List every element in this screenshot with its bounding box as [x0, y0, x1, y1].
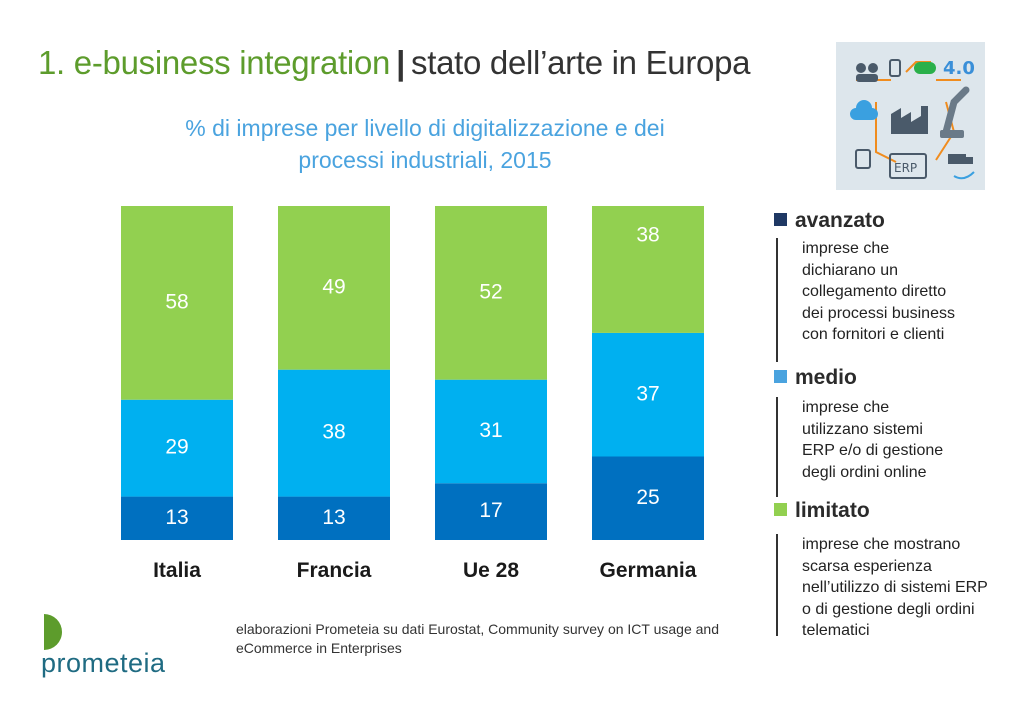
data-label-italia-avanzato: 13	[165, 506, 188, 529]
legend-label-medio: medio	[795, 366, 857, 389]
legend-label-avanzato: avanzato	[795, 209, 885, 232]
source-note: elaborazioni Prometeia su dati Eurostat,…	[236, 621, 719, 656]
legend-desc-line: dichiarano un	[802, 261, 899, 279]
legend-desc-line: imprese che mostrano	[802, 536, 961, 553]
legend-desc-line: degli ordini online	[802, 463, 927, 481]
bar-ue-28-avanzato	[435, 483, 547, 540]
erp-monitor-icon	[889, 153, 927, 179]
data-label-germania-limitato: 38	[636, 224, 659, 247]
bar-ue-28-medio	[435, 379, 547, 484]
bar-italia-limitato	[121, 206, 233, 400]
data-label-francia-avanzato: 13	[322, 506, 345, 529]
label-4-0: 4.0	[943, 58, 975, 79]
data-label-ue-28-limitato: 52	[479, 280, 502, 303]
category-label-germania: Germania	[600, 559, 697, 582]
legend-desc-avanzato: imprese che dichiarano un collegamento d…	[776, 238, 955, 362]
robot-arm-icon	[942, 86, 970, 136]
legend-item-limitato: limitato	[774, 499, 870, 523]
legend-desc-line: utilizzano sistemi	[802, 420, 923, 438]
data-label-germania-medio: 37	[636, 382, 659, 405]
bar-ue-28-limitato	[435, 206, 547, 380]
bar-italia-avanzato	[121, 496, 233, 540]
phone-icon	[889, 59, 901, 77]
legend-desc-line: nell’utilizzo di sistemi ERP	[802, 579, 988, 596]
legend-desc-line: o di gestione degli ordini	[802, 600, 975, 618]
legend-swatch-medio	[774, 370, 787, 383]
legend-desc-line: ERP e/o di gestione	[802, 442, 944, 459]
data-label-italia-medio: 29	[165, 436, 188, 459]
legend-item-avanzato: avanzato	[774, 209, 885, 233]
data-label-ue-28-medio: 31	[479, 419, 502, 442]
legend-swatch-avanzato	[774, 213, 787, 226]
prometeia-logo-icon	[44, 614, 62, 650]
legend-desc-limitato: imprese che mostrano scarsa esperienza n…	[776, 534, 988, 639]
bar-germania-medio	[592, 332, 704, 457]
data-label-germania-avanzato: 25	[636, 486, 659, 509]
bar-francia-avanzato	[278, 496, 390, 540]
prometeia-logo: prometeia	[41, 648, 166, 678]
industry-4-0-illustration: 4.0 ERP	[836, 42, 985, 190]
cloud-icon	[850, 100, 878, 120]
bar-italia-medio	[121, 399, 233, 497]
title-separator: |	[396, 44, 405, 81]
factory-icon	[891, 106, 928, 134]
legend-desc-medio: imprese che utilizzano sistemi ERP e/o d…	[776, 397, 943, 497]
bar-francia-medio	[278, 369, 390, 497]
category-label-francia: Francia	[297, 559, 372, 582]
tablet-icon	[855, 149, 871, 169]
chart-subtitle: % di imprese per livello di digitalizzaz…	[185, 115, 665, 173]
toggle-icon	[914, 62, 936, 74]
legend-desc-line: scarsa esperienza	[802, 557, 932, 575]
legend-item-medio: medio	[774, 366, 857, 390]
legend-desc-line: con fornitori e clienti	[802, 326, 945, 343]
data-label-francia-medio: 38	[322, 421, 345, 444]
truck-icon	[948, 154, 966, 164]
legend-swatch-limitato	[774, 503, 787, 516]
page-title: 1. e-business integration | stato dell’art…	[38, 44, 751, 82]
data-label-francia-limitato: 49	[322, 275, 345, 298]
legend-desc-line: telematici	[802, 622, 870, 639]
legend-desc-line: imprese che	[802, 399, 890, 416]
title-rest: stato dell’arte in Europa	[411, 44, 751, 81]
legend-label-limitato: limitato	[795, 499, 870, 522]
title-main: 1. e-business integration	[38, 44, 391, 81]
legend-desc-line: dei processi business	[802, 304, 955, 322]
bar-germania-limitato	[592, 206, 704, 333]
data-label-italia-limitato: 58	[165, 290, 188, 313]
bar-germania-avanzato	[592, 456, 704, 540]
people-icon	[856, 63, 866, 73]
category-label-italia: Italia	[153, 559, 201, 582]
legend-desc-line: imprese che	[802, 240, 890, 257]
legend-desc-line: collegamento diretto	[802, 283, 947, 300]
data-label-ue-28-avanzato: 17	[479, 499, 502, 522]
category-label-ue-28: Ue 28	[463, 559, 519, 582]
label-erp: ERP	[894, 161, 917, 175]
bar-francia-limitato	[278, 206, 390, 370]
